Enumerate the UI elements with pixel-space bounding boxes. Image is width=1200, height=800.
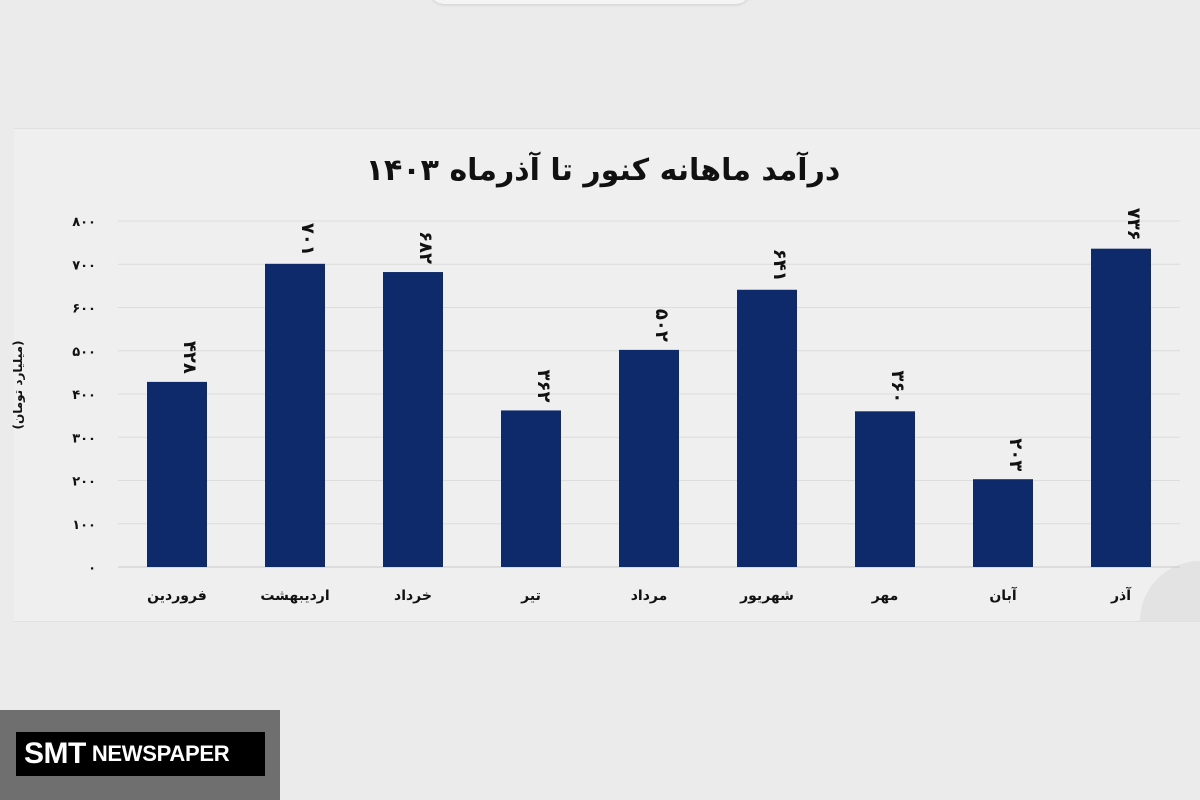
y-tick-label: ۰ — [88, 561, 96, 576]
logo-text: NEWSPAPER — [91, 741, 230, 766]
x-tick-label: اردیبهشت — [260, 588, 329, 604]
y-tick-label: ۷۰۰ — [72, 258, 96, 273]
watermark-box: SMT NEWSPAPER — [0, 710, 280, 800]
bar — [619, 349, 679, 567]
x-tick-label: خرداد — [394, 588, 432, 604]
bar — [737, 289, 797, 567]
value-label: ۵۰۲ — [651, 309, 672, 342]
y-tick-label: ۵۰۰ — [72, 345, 96, 360]
y-axis-label: (میلیارد تومان) — [11, 340, 26, 429]
value-label: ۶۴۱ — [769, 249, 790, 282]
x-tick-label: فروردین — [147, 588, 207, 604]
bars — [147, 248, 1151, 567]
bar — [501, 410, 561, 567]
x-axis-labels: فروردین اردیبهشت خرداد تیر مرداد شهریور مهر آبا… — [147, 586, 1132, 604]
x-tick-label: آذر — [1110, 586, 1132, 604]
value-label: ۲۰۳ — [1005, 438, 1026, 471]
value-label: ۶۸۲ — [415, 231, 436, 264]
bar — [973, 479, 1033, 567]
x-tick-label: آبان — [989, 586, 1017, 604]
bar — [265, 263, 325, 567]
bar — [147, 381, 207, 567]
value-label: ۷۳۶ — [1123, 208, 1144, 241]
y-tick-label: ۲۰۰ — [72, 475, 96, 490]
x-tick-label: مهر — [871, 588, 899, 604]
y-tick-label: ۶۰۰ — [72, 302, 96, 317]
top-panel-edge — [430, 0, 750, 4]
y-tick-label: ۱۰۰ — [72, 518, 96, 533]
value-label: ۳۶۰ — [887, 370, 908, 403]
value-label: ۳۶۲ — [533, 369, 554, 402]
chart-title: درآمد ماهانه کنور تا آذرماه ۱۴۰۳ — [366, 151, 841, 188]
bar — [1091, 248, 1151, 567]
y-tick-label: ۴۰۰ — [72, 388, 96, 403]
bar — [383, 272, 443, 567]
y-tick-label: ۸۰۰ — [72, 215, 96, 230]
value-labels: ۴۲۸ ۷۰۱ ۶۸۲ ۳۶۲ ۵۰۲ ۶۴۱ ۳۶۰ ۲۰۳ ۷۳۶ — [179, 208, 1144, 471]
y-axis-ticks: ۰ ۱۰۰ ۲۰۰ ۳۰۰ ۴۰۰ ۵۰۰ ۶۰۰ ۷۰۰ ۸۰۰ — [72, 215, 96, 576]
value-label: ۴۲۸ — [179, 341, 200, 374]
x-tick-label: شهریور — [739, 588, 794, 604]
smt-newspaper-logo: SMT NEWSPAPER — [16, 732, 265, 776]
value-label: ۷۰۱ — [297, 223, 318, 256]
bar — [855, 411, 915, 567]
x-tick-label: مرداد — [631, 588, 668, 604]
y-tick-label: ۳۰۰ — [72, 431, 96, 446]
logo-brand: SMT — [24, 737, 86, 770]
x-tick-label: تیر — [520, 588, 541, 604]
